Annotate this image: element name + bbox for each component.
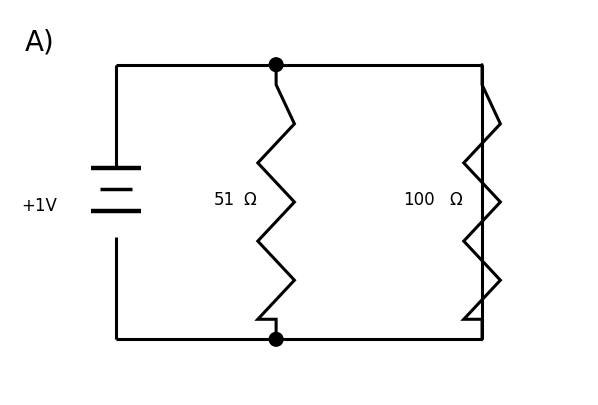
Text: 51: 51	[214, 191, 235, 209]
Text: +1V: +1V	[22, 196, 57, 214]
Circle shape	[269, 333, 283, 346]
Text: Ω: Ω	[449, 191, 462, 209]
Text: Ω: Ω	[243, 191, 256, 209]
Circle shape	[269, 59, 283, 72]
Text: A): A)	[25, 28, 54, 56]
Text: 100: 100	[404, 191, 435, 209]
